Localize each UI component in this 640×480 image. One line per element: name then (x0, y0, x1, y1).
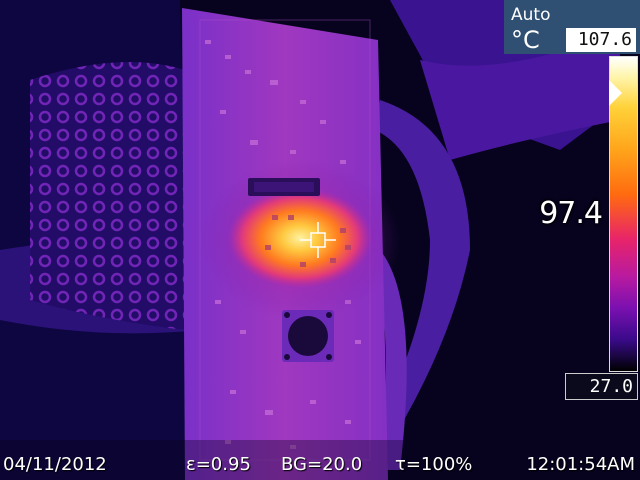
background-temp-label: BG=20.0 (281, 454, 363, 475)
time-label: 12:01:54AM (526, 454, 635, 475)
range-mode-label[interactable]: Auto (511, 5, 551, 25)
color-scale-gradient (610, 57, 637, 371)
unit-label: °C (511, 26, 540, 54)
triangle-pointer-icon[interactable] (609, 80, 622, 106)
date-label: 04/11/2012 (3, 454, 107, 475)
transmission-label: τ=100% (395, 454, 473, 475)
emissivity-label: ε=0.95 (186, 454, 251, 475)
status-bar: 04/11/2012 ε=0.95 BG=20.0 τ=100% 12:01:5… (0, 450, 640, 480)
scale-min-value: 27.0 (565, 373, 638, 400)
scale-max-value: 107.6 (566, 28, 636, 52)
spot-temperature: 97.4 (539, 196, 603, 231)
color-scale (609, 56, 638, 372)
